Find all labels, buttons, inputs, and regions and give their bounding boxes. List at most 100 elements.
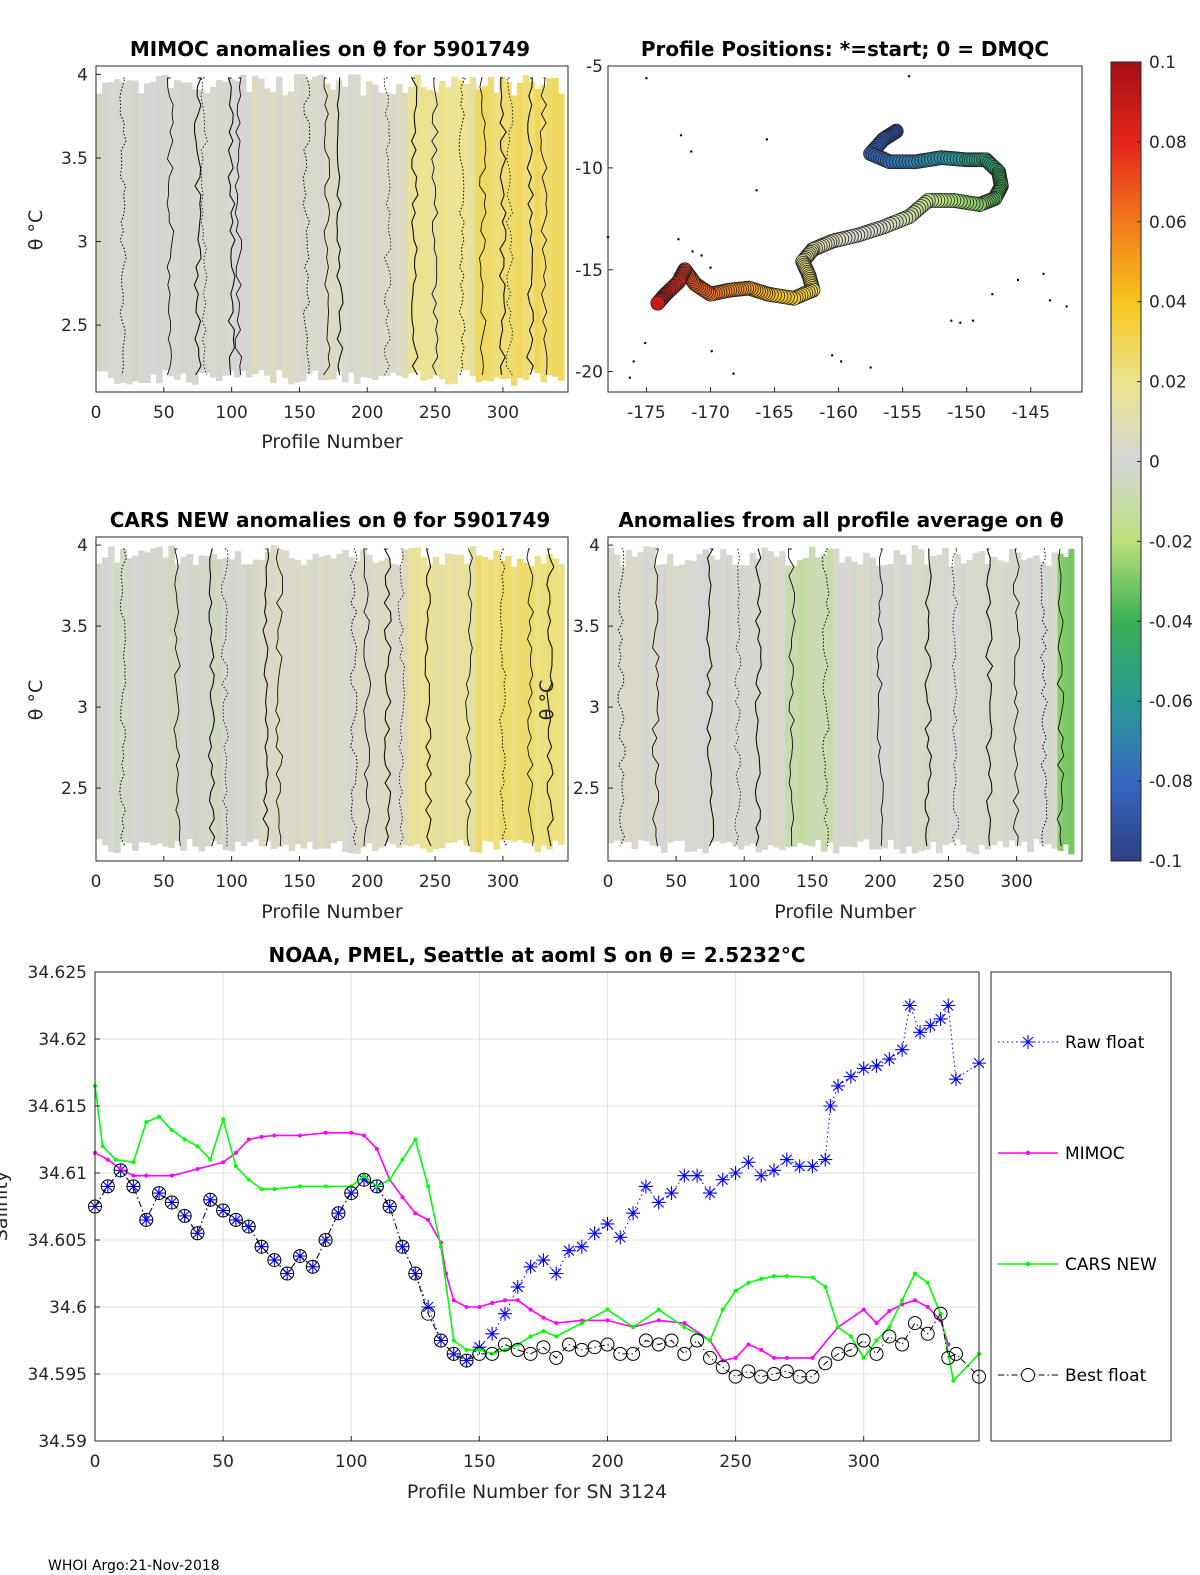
island-dot xyxy=(632,360,635,363)
best-float-marker xyxy=(497,1337,512,1352)
best-float-marker xyxy=(267,1253,282,1268)
heatmap-cell xyxy=(469,546,477,852)
mimoc-marker xyxy=(490,1300,495,1305)
raw-float-marker xyxy=(754,1168,769,1183)
legend: Raw float MIMOC CARS NEW Best float xyxy=(998,1033,1157,1386)
y-tick-label: 34.6 xyxy=(49,1298,87,1318)
raw-float-marker xyxy=(715,1172,730,1187)
mimoc-marker xyxy=(169,1173,174,1178)
mimoc-marker xyxy=(759,1347,764,1352)
contour-line xyxy=(1012,548,1021,847)
best-float-marker xyxy=(421,1306,436,1321)
heatmap-cell xyxy=(156,546,163,844)
x-tick-label: -155 xyxy=(883,403,922,423)
best-float-marker xyxy=(907,1316,922,1331)
best-float-marker xyxy=(369,1179,384,1194)
island-dot xyxy=(959,321,962,324)
best-float-marker xyxy=(805,1369,820,1384)
heatmap-cell xyxy=(366,554,373,844)
panel-positions: Profile Positions: *=start; 0 = DMQC ✳ -… xyxy=(575,37,1083,423)
mimoc-marker xyxy=(887,1309,892,1314)
x-tick-label: 50 xyxy=(153,872,175,892)
heatmap-cell xyxy=(126,557,133,844)
heatmap-cell xyxy=(306,559,314,842)
mimoc-marker xyxy=(246,1137,251,1142)
best-float-marker xyxy=(331,1206,346,1221)
heatmap-cell xyxy=(481,556,489,841)
heatmap-cell xyxy=(1002,562,1010,848)
mimoc-marker xyxy=(131,1173,136,1178)
panel-mimoc-ylabel: θ °C xyxy=(25,210,47,250)
cars-new-marker xyxy=(784,1274,789,1279)
contour-line xyxy=(706,548,715,847)
heatmap-cell xyxy=(451,76,458,384)
heatmap-cell xyxy=(661,563,668,853)
raw-float-marker xyxy=(203,1192,218,1207)
best-float-marker xyxy=(536,1340,551,1355)
heatmap-cell xyxy=(528,566,536,844)
heatmap-cell xyxy=(384,558,391,843)
heatmap-cell xyxy=(282,550,290,845)
heatmap-cell xyxy=(389,94,397,373)
raw-float-marker xyxy=(831,1078,846,1093)
footer-credit: WHOI Argo:21-Nov-2018 xyxy=(48,1558,220,1574)
heatmap-cell xyxy=(359,95,367,378)
heatmap-cell xyxy=(401,549,409,846)
best-float-marker xyxy=(651,1337,666,1352)
y-tick-label: 3.5 xyxy=(61,617,88,637)
contour-line xyxy=(465,548,473,847)
heatmap-cell xyxy=(131,80,139,382)
best-float-marker xyxy=(318,1233,333,1247)
cars-new-marker xyxy=(113,1157,118,1162)
colorbar-tick-label: 0.04 xyxy=(1149,293,1187,313)
x-tick-label: 250 xyxy=(719,1452,751,1472)
heatmap-cell xyxy=(516,558,524,841)
heatmap-cell xyxy=(457,79,465,371)
heatmap-cell xyxy=(761,547,768,850)
heatmap-cell xyxy=(360,550,367,848)
heatmap-cell xyxy=(335,80,343,372)
heatmap-cell xyxy=(288,558,296,852)
mimoc-marker xyxy=(784,1355,789,1360)
heatmap-cell xyxy=(438,564,446,849)
heatmap-cell xyxy=(948,566,955,843)
panel-salinity-ylabel: Salinity xyxy=(0,1171,12,1241)
heatmap-cell xyxy=(558,564,565,845)
heatmap-cell xyxy=(276,549,284,848)
heatmap-cell xyxy=(1027,557,1034,853)
raw-float-marker xyxy=(869,1058,884,1073)
island-dot xyxy=(691,250,694,253)
y-tick-label: -10 xyxy=(575,159,603,179)
heatmap-cell xyxy=(107,82,115,378)
heatmap-cell xyxy=(96,563,103,840)
raw-float-marker xyxy=(895,1042,910,1057)
colorbar-tick-label: 0.02 xyxy=(1149,373,1187,393)
cars-new-marker xyxy=(387,1177,392,1182)
island-dot xyxy=(830,354,834,357)
cars-new-marker xyxy=(400,1157,405,1162)
raw-float-marker xyxy=(190,1226,205,1241)
contour-line xyxy=(302,77,311,376)
heatmap-cell xyxy=(420,87,428,381)
cars-new-marker xyxy=(682,1325,687,1330)
best-float-marker xyxy=(344,1186,359,1201)
heatmap-cell xyxy=(252,559,260,840)
raw-float-marker xyxy=(626,1206,641,1221)
heatmap-cell xyxy=(330,558,337,844)
island-dot xyxy=(643,341,647,345)
cars-new-marker xyxy=(246,1177,251,1182)
contour-line xyxy=(526,548,535,847)
y-tick-label: 34.59 xyxy=(38,1432,87,1452)
y-tick-label: 3 xyxy=(77,698,88,718)
best-float-marker xyxy=(549,1350,564,1365)
cars-new-marker xyxy=(733,1288,738,1293)
heatmap-cell xyxy=(185,82,193,383)
heatmap-cell xyxy=(608,547,615,844)
cars-new-marker xyxy=(925,1280,930,1285)
start-marker: ✳ xyxy=(889,121,904,142)
panel-cars-axes: 0 50 100 150 200 250 300 2.5 3 3.5 4 xyxy=(61,536,519,892)
cars-new-marker xyxy=(272,1187,277,1192)
heatmap-cell xyxy=(263,88,271,376)
panel-mimoc: MIMOC anomalies on θ for 5901749 0 50 100 1… xyxy=(25,37,569,453)
raw-float-marker xyxy=(523,1259,538,1274)
